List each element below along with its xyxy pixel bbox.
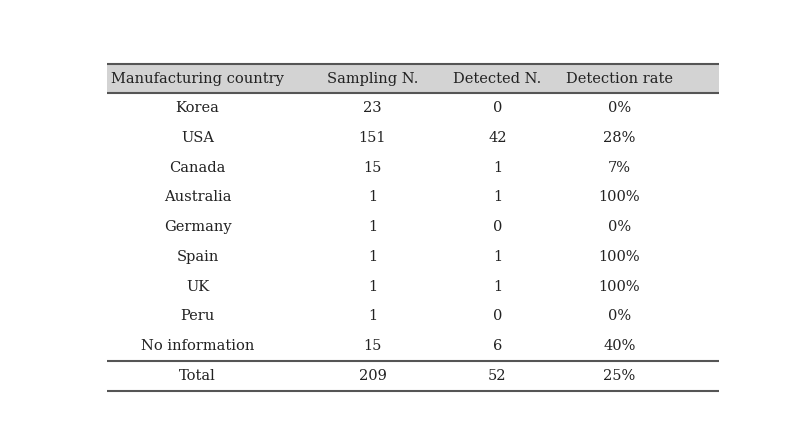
Text: Germany: Germany	[164, 220, 231, 234]
Text: 1: 1	[368, 250, 377, 264]
FancyBboxPatch shape	[107, 182, 719, 212]
Text: 1: 1	[492, 280, 502, 294]
Text: 0: 0	[492, 309, 502, 324]
Text: 40%: 40%	[603, 339, 635, 353]
Text: 1: 1	[492, 190, 502, 204]
Text: Peru: Peru	[181, 309, 214, 324]
FancyBboxPatch shape	[107, 331, 719, 361]
Text: Korea: Korea	[176, 101, 219, 115]
Text: 0%: 0%	[608, 309, 631, 324]
Text: 25%: 25%	[603, 369, 635, 383]
Text: Spain: Spain	[177, 250, 218, 264]
Text: 23: 23	[364, 101, 382, 115]
Text: 100%: 100%	[598, 280, 640, 294]
Text: 1: 1	[368, 190, 377, 204]
Text: 52: 52	[488, 369, 507, 383]
Text: USA: USA	[181, 131, 214, 145]
Text: Detection rate: Detection rate	[566, 72, 673, 85]
Text: 1: 1	[368, 220, 377, 234]
Text: 1: 1	[368, 309, 377, 324]
FancyBboxPatch shape	[107, 93, 719, 123]
Text: 1: 1	[368, 280, 377, 294]
Text: 100%: 100%	[598, 190, 640, 204]
FancyBboxPatch shape	[107, 242, 719, 272]
Text: UK: UK	[186, 280, 210, 294]
FancyBboxPatch shape	[107, 123, 719, 153]
FancyBboxPatch shape	[107, 212, 719, 242]
Text: 209: 209	[359, 369, 386, 383]
Text: No information: No information	[141, 339, 254, 353]
Text: 15: 15	[364, 339, 382, 353]
FancyBboxPatch shape	[107, 361, 719, 391]
Text: 100%: 100%	[598, 250, 640, 264]
Text: Detected N.: Detected N.	[453, 72, 542, 85]
Text: 0%: 0%	[608, 220, 631, 234]
FancyBboxPatch shape	[107, 302, 719, 331]
Text: Total: Total	[179, 369, 216, 383]
Text: 6: 6	[492, 339, 502, 353]
Text: Australia: Australia	[164, 190, 231, 204]
Text: 1: 1	[492, 250, 502, 264]
Text: 1: 1	[492, 160, 502, 175]
Text: 0: 0	[492, 101, 502, 115]
Text: 28%: 28%	[603, 131, 635, 145]
Text: 7%: 7%	[608, 160, 631, 175]
FancyBboxPatch shape	[107, 272, 719, 302]
FancyBboxPatch shape	[107, 153, 719, 182]
Text: 42: 42	[488, 131, 507, 145]
Text: 0: 0	[492, 220, 502, 234]
Text: 0%: 0%	[608, 101, 631, 115]
Text: 151: 151	[359, 131, 386, 145]
FancyBboxPatch shape	[107, 64, 719, 93]
Text: 15: 15	[364, 160, 382, 175]
Text: Manufacturing country: Manufacturing country	[111, 72, 284, 85]
Text: Canada: Canada	[169, 160, 226, 175]
Text: Sampling N.: Sampling N.	[326, 72, 418, 85]
